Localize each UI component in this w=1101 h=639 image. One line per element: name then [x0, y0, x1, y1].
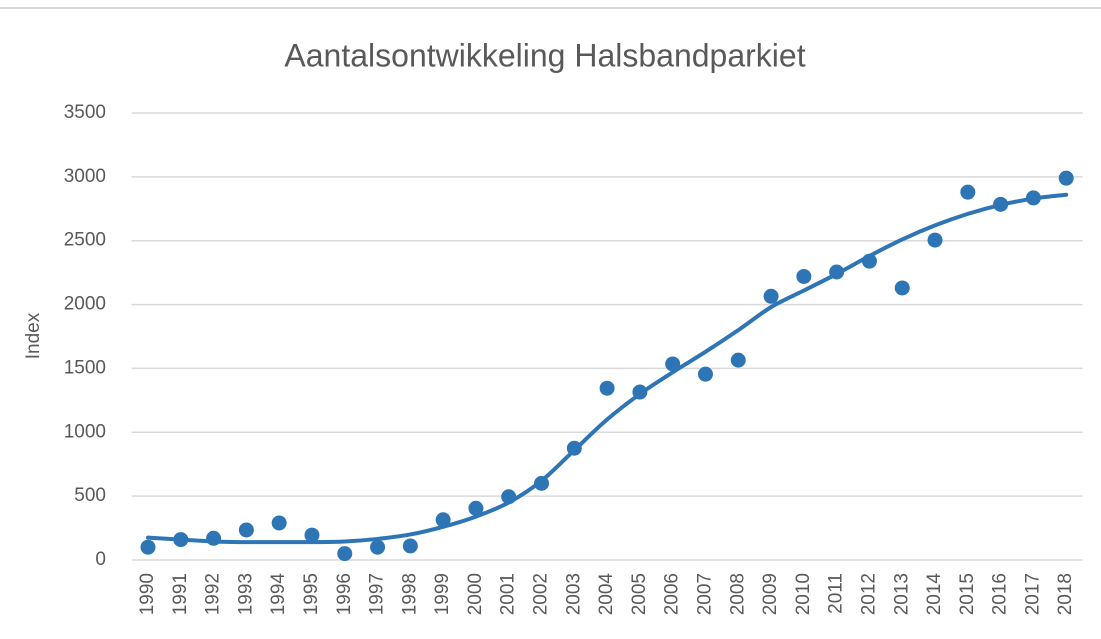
data-point: [697, 366, 713, 382]
data-point: [238, 522, 254, 538]
x-tick-label: 2018: [1055, 573, 1076, 615]
data-point: [271, 515, 287, 531]
data-point: [173, 532, 189, 548]
x-tick-label: 2012: [858, 573, 879, 615]
x-tick-label: 1998: [399, 573, 420, 615]
x-tick-label: 1997: [367, 573, 388, 615]
x-tick-label: 2014: [924, 573, 945, 616]
data-point: [894, 280, 910, 296]
y-axis-label: Index: [23, 312, 44, 359]
data-point: [960, 184, 976, 200]
x-tick-label: 1995: [301, 573, 322, 615]
data-point: [206, 530, 222, 546]
data-point: [796, 268, 812, 284]
data-point: [534, 475, 550, 491]
data-point: [829, 264, 845, 280]
x-tick-label: 2015: [957, 573, 978, 615]
data-point: [435, 512, 451, 528]
data-point: [763, 288, 779, 304]
trend-line: [145, 192, 1069, 545]
data-point: [468, 500, 484, 516]
data-point: [337, 546, 353, 562]
x-tick-label: 2001: [498, 573, 519, 615]
x-tick-label: 2003: [563, 573, 584, 615]
x-tick-label: 2013: [891, 573, 912, 615]
data-point: [632, 384, 648, 400]
x-tick-label: 1992: [203, 573, 224, 615]
y-tick-label: 2500: [64, 230, 106, 251]
x-tick-label: 2010: [793, 573, 814, 615]
y-tick-label: 500: [74, 485, 106, 506]
chart-title: Aantalsontwikkeling Halsbandparkiet: [284, 37, 805, 73]
data-point: [927, 232, 943, 248]
y-tick-label: 1500: [64, 357, 106, 378]
data-point: [566, 440, 582, 456]
x-tick-label: 2017: [1022, 573, 1043, 615]
x-tick-label: 2007: [694, 573, 715, 615]
x-tick-label: 1993: [235, 573, 256, 615]
data-point: [140, 539, 156, 555]
x-tick-label: 1994: [268, 573, 289, 616]
x-tick-label: 2009: [760, 573, 781, 615]
x-tick-label: 2011: [826, 573, 847, 614]
data-point: [861, 253, 877, 269]
x-tick-label: 2016: [990, 573, 1011, 615]
y-tick-label: 3000: [64, 166, 106, 187]
y-tick-label: 1000: [64, 421, 106, 442]
data-point: [993, 196, 1009, 212]
data-point: [402, 538, 418, 554]
data-point: [599, 380, 615, 396]
data-point: [370, 539, 386, 555]
x-tick-label: 2005: [629, 573, 650, 615]
x-tick-label: 2002: [531, 573, 552, 615]
x-tick-label: 2004: [596, 573, 617, 616]
x-tick-label: 2008: [727, 573, 748, 615]
data-point: [501, 489, 517, 505]
x-tick-label: 1999: [432, 573, 453, 615]
y-tick-label: 3500: [64, 102, 106, 123]
data-point: [730, 352, 746, 368]
x-tick-label: 1991: [170, 573, 191, 615]
y-tick-label: 2000: [64, 294, 106, 315]
x-tick-label: 2000: [465, 573, 486, 615]
x-tick-label: 1996: [334, 573, 355, 615]
data-point: [1058, 170, 1074, 186]
y-tick-label: 0: [95, 549, 106, 570]
data-point: [665, 356, 681, 372]
data-point: [1025, 190, 1041, 206]
x-tick-label: 2006: [662, 573, 683, 615]
x-tick-label: 1990: [137, 573, 158, 615]
data-point: [304, 527, 320, 543]
